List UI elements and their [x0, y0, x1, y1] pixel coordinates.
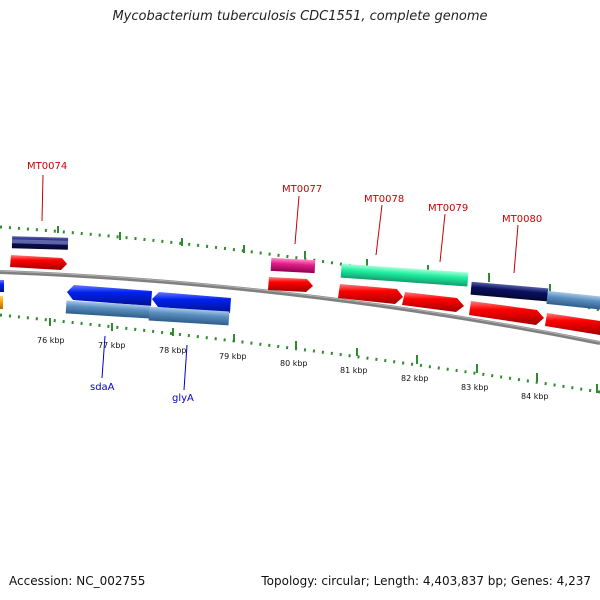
genome-backbone-highlight [0, 270, 600, 343]
locus-leader-lines [41, 174, 519, 274]
cds-glyA-arrow[interactable] [152, 292, 231, 313]
kbp-label: 83 kbp [461, 383, 489, 392]
inner-major-ticks [49, 318, 598, 393]
genome-backbone [0, 270, 600, 345]
gene-label-glyA: glyA [172, 393, 194, 404]
kbp-label: 84 kbp [521, 392, 549, 401]
feature-MT0074-block[interactable] [11, 236, 69, 250]
feature-edge-blue[interactable] [0, 280, 4, 292]
kbp-label: 80 kbp [280, 359, 308, 368]
locus-label-MT0074: MT0074 [27, 161, 67, 172]
kbp-label: 82 kbp [401, 374, 429, 383]
gene-leader-lines [101, 335, 188, 391]
feature-steel-block-right[interactable] [546, 290, 600, 311]
locus-label-MT0078: MT0078 [364, 194, 404, 205]
feature-edge-orange[interactable] [0, 296, 3, 309]
genome-summary-text: Topology: circular; Length: 4,403,837 bp… [261, 574, 591, 588]
cds-arrow-5[interactable] [469, 301, 544, 325]
cds-arrow-4[interactable] [402, 292, 464, 312]
cds-sdaA-arrow[interactable] [67, 285, 152, 306]
kbp-label: 81 kbp [340, 366, 368, 375]
gene-label-sdaA: sdaA [90, 382, 115, 393]
cds-arrow-2[interactable] [268, 277, 313, 292]
cds-arrow-3[interactable] [338, 284, 403, 304]
feature-MT0077-block[interactable] [270, 257, 316, 274]
kbp-label: 78 kbp [159, 346, 187, 355]
feature-MT0080-block[interactable] [470, 281, 549, 302]
map-title: Mycobacterium tuberculosis CDC1551, comp… [112, 9, 488, 24]
kbp-label: 76 kbp [37, 336, 65, 345]
feature-steel-block-1[interactable] [65, 300, 151, 319]
accession-text: Accession: NC_002755 [9, 574, 146, 588]
feature-steel-block-2[interactable] [148, 306, 230, 326]
feature-MT0078-block[interactable] [340, 263, 469, 287]
kbp-label: 79 kbp [219, 352, 247, 361]
cds-arrow-1[interactable] [10, 255, 67, 270]
cds-arrow-6[interactable] [545, 313, 600, 335]
locus-label-MT0079: MT0079 [428, 203, 468, 214]
locus-label-MT0077: MT0077 [282, 184, 322, 195]
locus-label-MT0080: MT0080 [502, 214, 542, 225]
kbp-label: 77 kbp [98, 341, 126, 350]
